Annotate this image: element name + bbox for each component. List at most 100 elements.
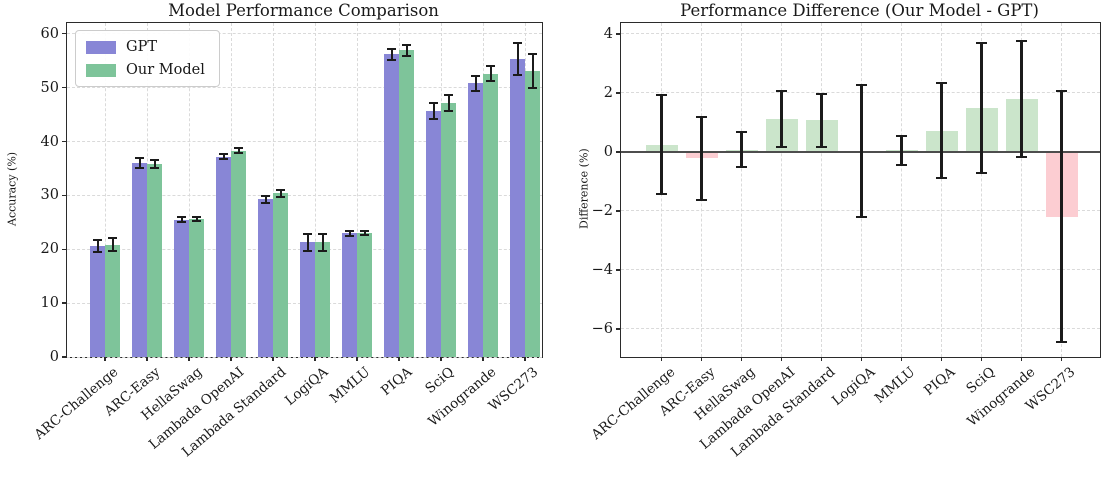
right-chart-title: Performance Difference (Our Model - GPT) <box>680 1 1039 20</box>
bar <box>342 233 357 357</box>
x-tick-mark <box>820 357 823 361</box>
bar <box>510 59 525 357</box>
error-bar-line <box>900 135 903 166</box>
y-tick-label: 4 <box>603 25 613 42</box>
bar <box>189 219 204 357</box>
bar <box>300 242 315 357</box>
x-tick-mark <box>482 357 484 361</box>
x-tick-mark <box>740 357 743 361</box>
error-bar-cap <box>856 216 867 219</box>
x-tick-mark <box>660 357 663 361</box>
bar <box>399 50 414 357</box>
error-bar-line <box>516 42 519 76</box>
error-bar-cap <box>816 145 827 148</box>
vertical-gridline <box>272 23 274 357</box>
y-tick-mark <box>615 269 620 271</box>
error-bar-line <box>306 233 309 251</box>
horizontal-gridline <box>621 328 1100 330</box>
bar <box>147 164 162 357</box>
error-bar-cap <box>135 166 144 169</box>
error-bar-line <box>279 189 282 197</box>
error-bar-line <box>740 131 743 168</box>
legend-item: GPT <box>86 39 205 55</box>
error-bar-cap <box>93 251 102 254</box>
vertical-gridline <box>741 23 742 357</box>
error-bar-cap <box>345 234 354 237</box>
error-bar-cap <box>696 198 707 201</box>
error-bar-cap <box>856 83 867 86</box>
x-tick-mark <box>780 357 783 361</box>
error-bar-cap <box>776 145 787 148</box>
vertical-gridline <box>188 23 190 357</box>
error-bar-cap <box>387 47 396 50</box>
error-bar-line <box>1060 91 1063 342</box>
error-bar-line <box>111 238 114 252</box>
error-bar-cap <box>736 166 747 169</box>
error-bar-cap <box>93 238 102 241</box>
y-tick-mark <box>615 92 620 94</box>
error-bar-cap <box>513 41 522 44</box>
error-bar-cap <box>776 89 787 92</box>
error-bar-cap <box>402 44 411 47</box>
x-tick-mark <box>146 357 148 361</box>
bar <box>525 70 540 357</box>
bar <box>105 244 120 357</box>
vertical-gridline <box>941 23 942 357</box>
y-tick-mark <box>615 210 620 212</box>
x-tick-mark <box>314 357 316 361</box>
error-bar-cap <box>736 130 747 133</box>
bar <box>483 73 498 357</box>
y-tick-label: 20 <box>40 241 59 258</box>
error-bar-cap <box>1016 155 1027 158</box>
bar <box>216 156 231 357</box>
y-tick-label: −6 <box>591 320 613 337</box>
error-bar-cap <box>345 230 354 233</box>
error-bar-cap <box>429 101 438 104</box>
error-bar-cap <box>896 134 907 137</box>
error-bar-line <box>660 94 663 195</box>
bar <box>258 199 273 357</box>
error-bar-cap <box>486 65 495 68</box>
error-bar-line <box>860 84 863 218</box>
error-bar-line <box>531 54 534 88</box>
y-tick-label: 40 <box>40 133 59 150</box>
y-tick-mark <box>615 33 620 35</box>
legend: GPT Our Model <box>75 30 220 87</box>
legend-label: GPT <box>126 39 158 55</box>
horizontal-gridline <box>67 141 542 143</box>
y-tick-label: 30 <box>40 187 59 204</box>
error-bar-cap <box>656 93 667 96</box>
horizontal-gridline <box>67 87 542 89</box>
left-chart-plot-area: 0 10 20 30 40 50 60 ARC-Challenge ARC-Easy HellaS… <box>31 22 543 460</box>
error-bar-cap <box>150 158 159 161</box>
error-bar-line <box>390 48 393 60</box>
y-tick-mark <box>61 86 66 89</box>
error-bar-cap <box>192 220 201 223</box>
x-tick-mark <box>230 357 232 361</box>
y-tick-mark <box>61 140 66 143</box>
horizontal-gridline <box>67 356 542 358</box>
error-bar-cap <box>429 117 438 120</box>
error-bar-line <box>222 153 225 160</box>
error-bar-line <box>1020 40 1023 157</box>
bar <box>90 246 105 357</box>
error-bar-cap <box>444 93 453 96</box>
x-tick-mark <box>1020 357 1023 361</box>
error-bar-cap <box>303 232 312 235</box>
error-bar-cap <box>936 81 947 84</box>
error-bar-cap <box>108 250 117 253</box>
error-bar-cap <box>528 86 537 89</box>
error-bar-cap <box>261 201 270 204</box>
horizontal-gridline <box>67 33 542 35</box>
error-bar-line <box>264 195 267 203</box>
legend-color-patch <box>86 40 116 54</box>
error-bar-cap <box>486 80 495 83</box>
y-tick-label: 0 <box>49 349 59 365</box>
error-bar-cap <box>276 188 285 191</box>
error-bar-line <box>237 147 240 154</box>
error-bar-cap <box>976 42 987 45</box>
error-bar-cap <box>402 54 411 57</box>
y-tick-label: 60 <box>40 25 59 42</box>
bar <box>231 150 246 357</box>
bar <box>315 242 330 357</box>
